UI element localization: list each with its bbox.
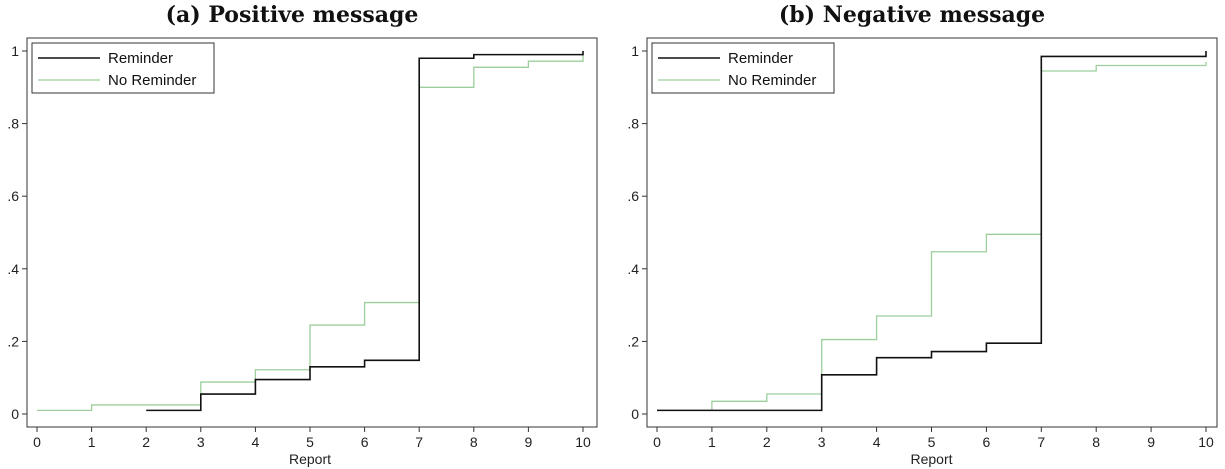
x-tick-label: 6 [361, 434, 369, 450]
series-line-no-reminder [657, 61, 1207, 412]
legend-label-reminder: Reminder [728, 50, 793, 67]
x-tick-label: 10 [575, 434, 591, 450]
x-tick-label: 4 [252, 434, 260, 450]
x-axis-label: Report [910, 451, 952, 467]
x-tick-label: 4 [873, 434, 881, 450]
x-axis-label: Report [289, 451, 331, 467]
plot-frame [646, 37, 1218, 428]
y-tick-label: 1 [631, 43, 639, 59]
legend-box [651, 42, 835, 94]
y-tick-label: .4 [627, 261, 639, 277]
x-tick-label: 7 [415, 434, 423, 450]
x-tick-label: 2 [763, 434, 771, 450]
x-tick-label: 9 [1147, 434, 1155, 450]
x-tick-label: 3 [818, 434, 826, 450]
y-tick-label: .6 [627, 188, 639, 204]
x-tick-label: 0 [33, 434, 41, 450]
legend-label-no-reminder: No Reminder [728, 72, 816, 89]
x-tick-label: 5 [928, 434, 936, 450]
y-tick-label: .2 [7, 333, 19, 349]
x-tick-label: 5 [306, 434, 314, 450]
plot-frame [26, 37, 598, 428]
x-tick-label: 2 [142, 434, 150, 450]
x-tick-label: 0 [653, 434, 661, 450]
y-tick-label: .2 [627, 333, 639, 349]
y-tick-label: .4 [7, 261, 19, 277]
series-line-reminder [657, 51, 1207, 412]
y-tick-label: 1 [11, 43, 19, 59]
x-tick-label: 1 [88, 434, 96, 450]
x-tick-label: 9 [525, 434, 533, 450]
y-tick-label: 0 [631, 406, 639, 422]
legend-label-no-reminder: No Reminder [108, 72, 196, 89]
legend-box [31, 42, 215, 94]
y-tick-label: .8 [7, 116, 19, 132]
x-tick-label: 8 [1092, 434, 1100, 450]
series-line-no-reminder [37, 54, 584, 412]
panel-b-title: (b) Negative message [778, 2, 1046, 28]
x-tick-label: 3 [197, 434, 205, 450]
x-tick-label: 7 [1037, 434, 1045, 450]
x-tick-label: 8 [470, 434, 478, 450]
y-tick-label: .8 [627, 116, 639, 132]
y-tick-label: .6 [7, 188, 19, 204]
x-tick-label: 10 [1198, 434, 1214, 450]
y-tick-label: 0 [11, 406, 19, 422]
legend-label-reminder: Reminder [108, 50, 173, 67]
x-tick-label: 6 [983, 434, 991, 450]
series-line-reminder [146, 51, 584, 412]
x-tick-label: 1 [708, 434, 716, 450]
panel-a-title: (a) Positive message [165, 2, 419, 28]
